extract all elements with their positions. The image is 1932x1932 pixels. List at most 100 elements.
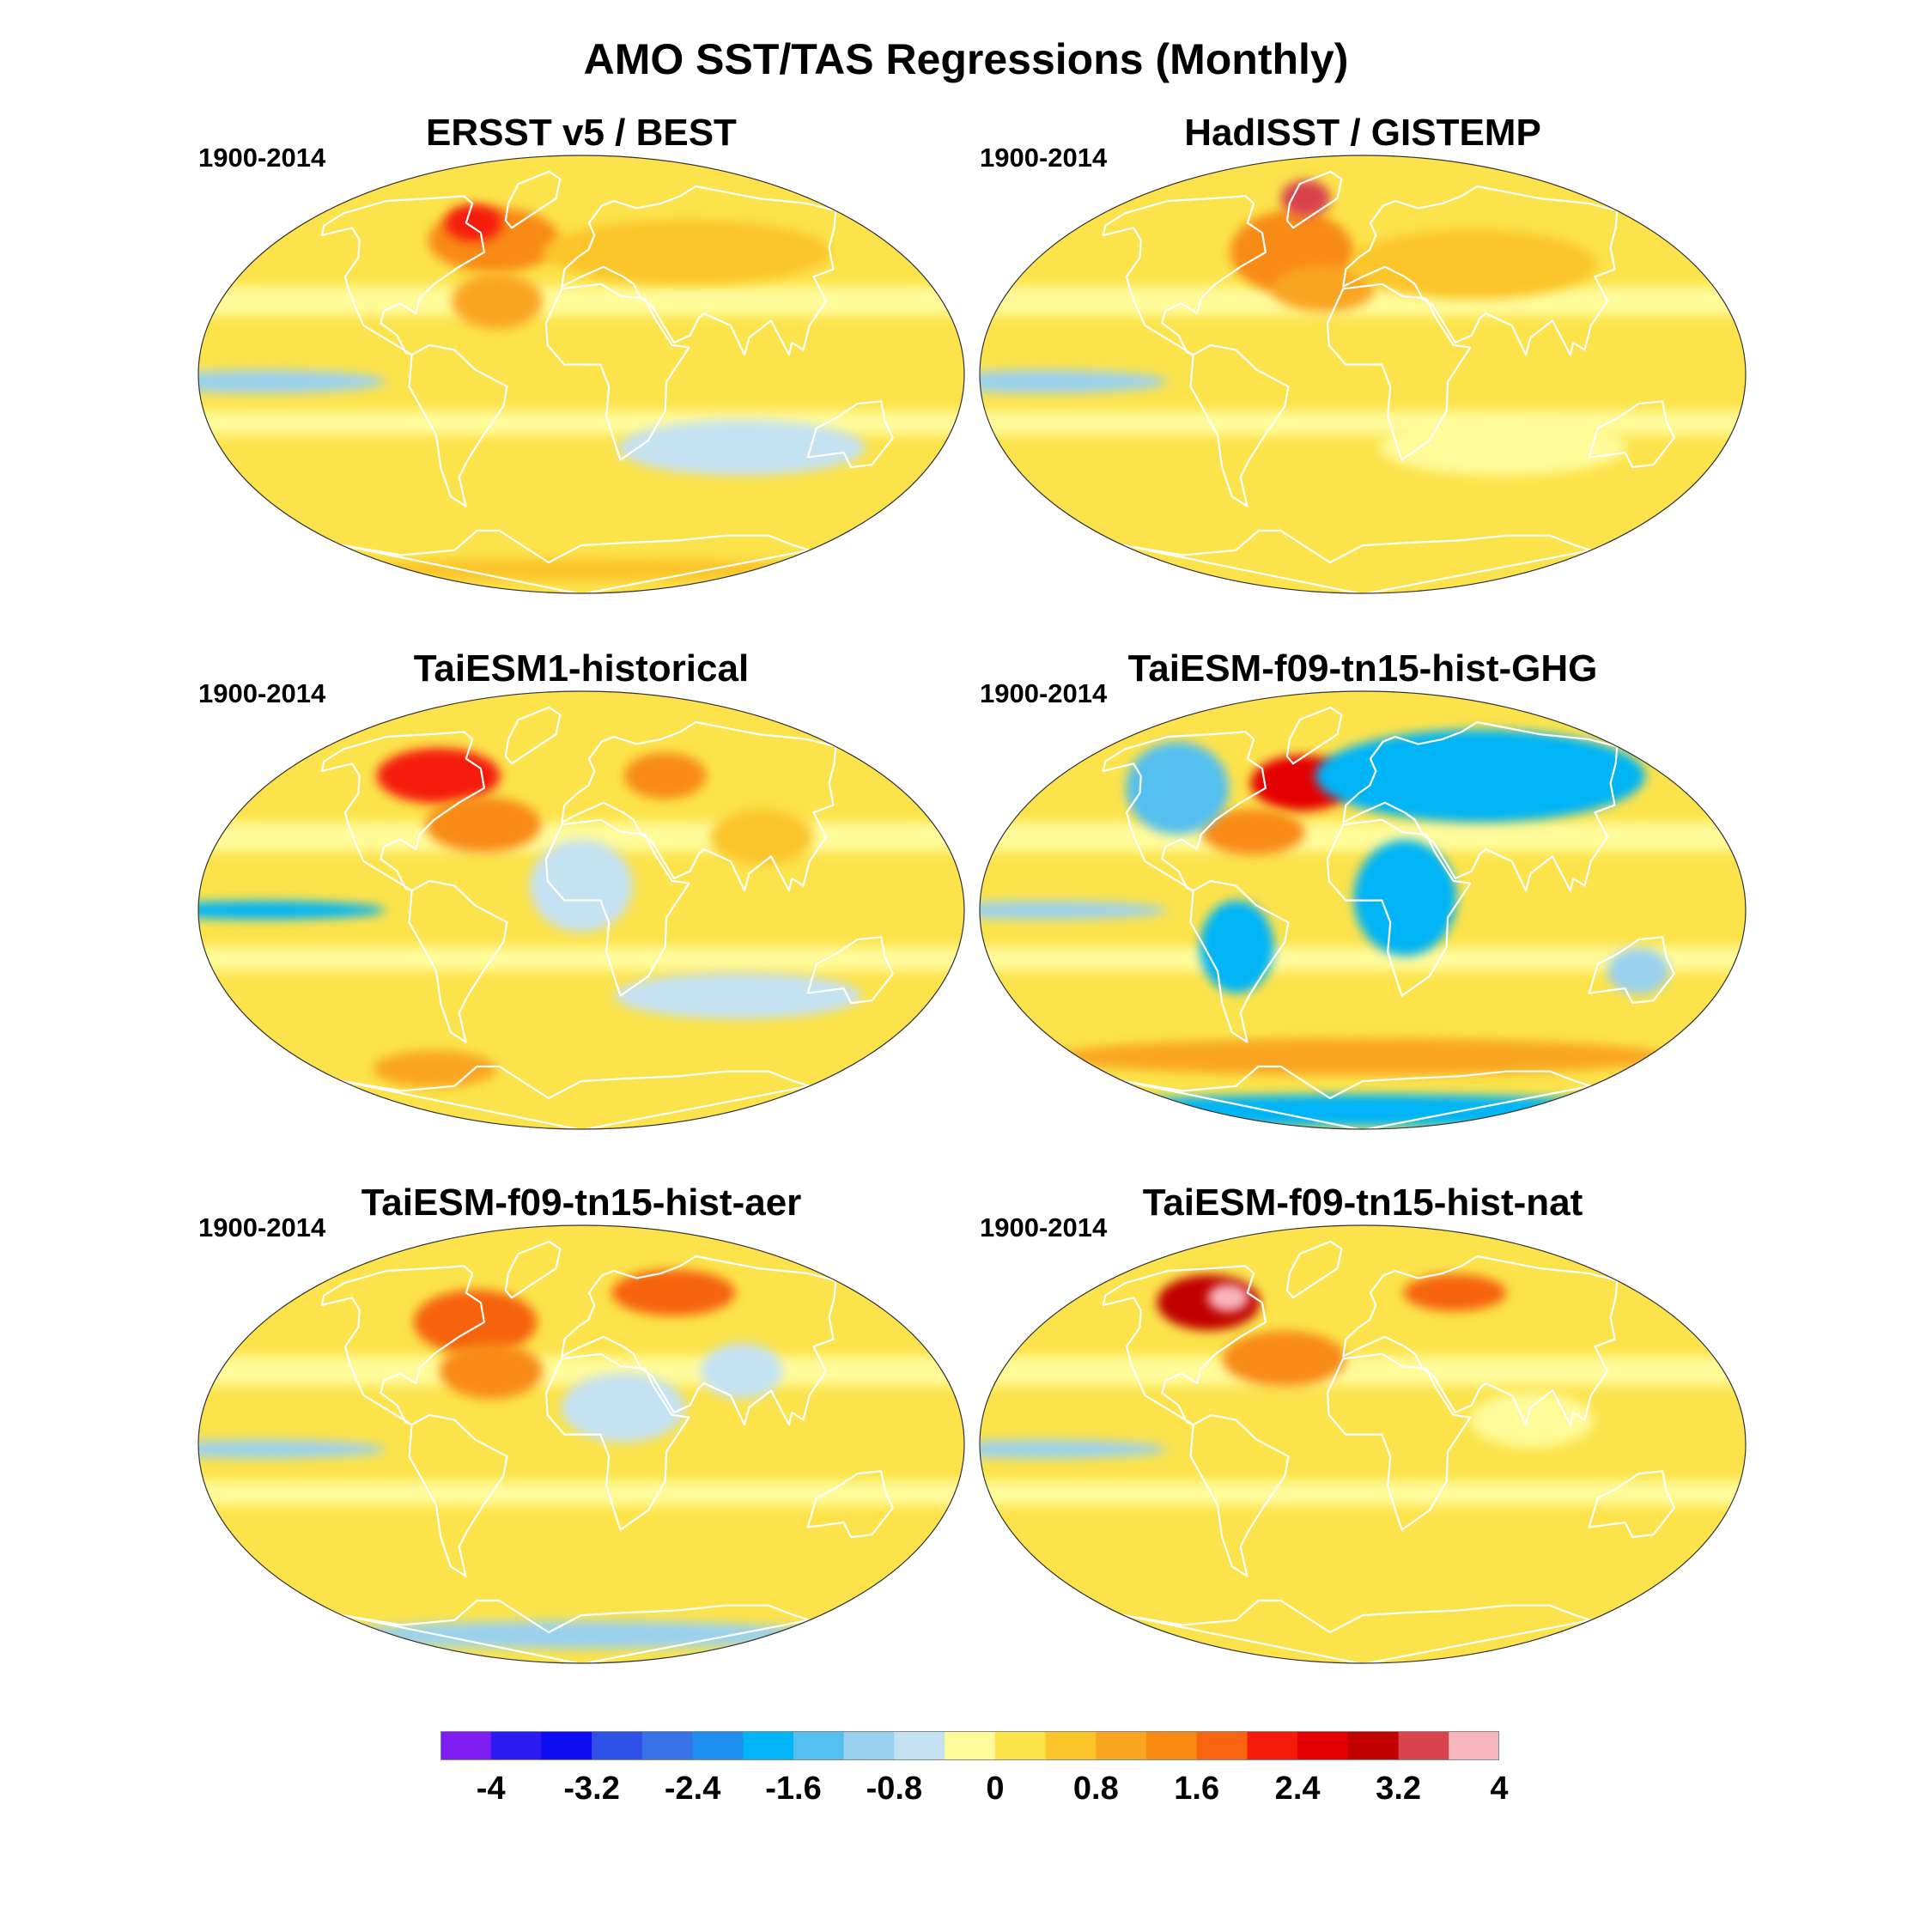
colorbar-segment — [440, 1731, 492, 1760]
anomaly-blob — [700, 1343, 783, 1400]
colorbar-segment — [743, 1731, 794, 1760]
coastline-south-america — [408, 879, 508, 1043]
coastline-antarctica — [1122, 529, 1592, 593]
coastline-south-america — [408, 1413, 508, 1577]
coastline-antarctica — [1122, 1065, 1592, 1129]
coastline-africa — [1326, 283, 1472, 461]
coastline-greenland — [1285, 706, 1343, 765]
panel-ersst-best: ERSST v5 / BEST 1900-2014 — [195, 112, 968, 599]
coastline-eurasia — [561, 720, 837, 892]
anomaly-blob — [1054, 1038, 1672, 1076]
zonal-band — [198, 469, 964, 500]
panel-hist-aer: TaiESM-f09-tn15-hist-aer 1900-2014 — [195, 1182, 968, 1669]
panel-title: TaiESM1-historical — [413, 647, 750, 690]
coastline-africa — [1326, 818, 1472, 997]
anomaly-blob — [1272, 265, 1376, 313]
anomaly-blob — [1200, 900, 1274, 993]
coastline-greenland — [1285, 1240, 1343, 1299]
coastline-australia — [1588, 400, 1675, 469]
panel-period: 1900-2014 — [198, 143, 326, 173]
colorbar-tick-label: 0 — [986, 1771, 1005, 1807]
anomaly-blob — [1349, 229, 1597, 300]
coastline-north-america — [320, 195, 485, 356]
panel-title: TaiESM-f09-tn15-hist-nat — [1142, 1182, 1583, 1224]
anomaly-blob — [1403, 1274, 1507, 1312]
coastline-north-america — [320, 731, 485, 892]
coastline-eurasia — [1342, 720, 1619, 892]
anomaly-blob — [623, 752, 707, 799]
coastline-north-america — [1102, 1265, 1267, 1426]
map-outline — [979, 155, 1747, 594]
anomaly-blob — [980, 901, 1168, 920]
coastline-africa — [544, 1352, 690, 1531]
anomaly-blob — [1607, 948, 1670, 995]
anomaly-blob — [1379, 419, 1627, 476]
colorbar-segment — [541, 1731, 592, 1760]
anomaly-blob — [710, 809, 814, 866]
zonal-band — [198, 1356, 964, 1386]
coastline-eurasia — [1342, 185, 1619, 356]
coastline-greenland — [1285, 170, 1343, 229]
anomaly-blob — [1470, 1392, 1594, 1448]
coastline-greenland — [504, 170, 562, 229]
anomaly-blob — [413, 1290, 538, 1355]
anomaly-blob — [198, 901, 386, 920]
anomaly-blob — [373, 1050, 497, 1088]
coastline-australia — [1588, 1470, 1675, 1539]
colorbar-segment — [843, 1731, 895, 1760]
coastline-antarctica — [341, 529, 811, 593]
coastline-south-america — [1189, 343, 1290, 507]
anomaly-blob — [1280, 179, 1331, 217]
coastline-africa — [544, 818, 690, 997]
anomaly-blob — [561, 1372, 685, 1443]
colorbar-segment — [1449, 1731, 1499, 1760]
colorbar-tick-label: -3.2 — [563, 1771, 620, 1807]
anomaly-blob — [980, 1439, 1168, 1459]
anomaly-blob — [425, 797, 542, 853]
colorbar-segment — [1347, 1731, 1400, 1760]
colorbar-segment — [692, 1731, 744, 1760]
panel-period: 1900-2014 — [198, 678, 326, 708]
colorbar-segment — [1398, 1731, 1449, 1760]
colorbar — [440, 1731, 1499, 1760]
anomaly-blob — [614, 972, 862, 1019]
anomaly-blob — [1222, 1331, 1346, 1387]
anomaly-blob — [1353, 840, 1457, 957]
panel-taiesm1-historical: TaiESM1-historical 1900-2014 — [195, 647, 968, 1135]
coastline-eurasia — [561, 1255, 837, 1426]
anomaly-blob — [445, 204, 503, 242]
anomaly-blob — [1315, 729, 1645, 823]
colorbar-segment — [1146, 1731, 1198, 1760]
colorbar-tick-label: 4 — [1490, 1771, 1509, 1807]
anomaly-blob — [334, 558, 829, 582]
zonal-band — [980, 1356, 1746, 1386]
colorbar-segment — [1247, 1731, 1298, 1760]
zonal-band — [198, 410, 964, 436]
panel-title: TaiESM-f09-tn15-hist-GHG — [1127, 647, 1598, 690]
zonal-band — [198, 1005, 964, 1036]
anomaly-blob — [334, 1620, 829, 1649]
coastline-australia — [1588, 936, 1675, 1005]
coastline-antarctica — [341, 1065, 811, 1129]
map-outline — [979, 690, 1747, 1130]
coastline-antarctica — [1122, 1599, 1592, 1663]
colorbar-segment — [1096, 1731, 1147, 1760]
colorbar-tick-label: 2.4 — [1274, 1771, 1321, 1807]
panel-hadisst-gistemp: HadISST / GISTEMP 1900-2014 — [976, 112, 1749, 599]
zonal-band — [980, 410, 1746, 436]
colorbar-border — [440, 1731, 1499, 1760]
anomaly-blob — [611, 1269, 736, 1316]
panel-hist-ghg: TaiESM-f09-tn15-hist-GHG 1900-2014 — [976, 647, 1749, 1135]
zonal-band — [980, 822, 1746, 852]
anomaly-blob — [439, 1343, 543, 1400]
anomaly-blob — [1126, 741, 1230, 835]
colorbar-tick-label: 0.8 — [1072, 1771, 1119, 1807]
colorbar-segment — [994, 1731, 1047, 1760]
coastline-africa — [544, 283, 690, 461]
colorbar-tick-label: -4 — [476, 1771, 506, 1807]
regression-map — [979, 1224, 1747, 1664]
colorbar-segment — [1196, 1731, 1248, 1760]
panel-period: 1900-2014 — [980, 678, 1108, 708]
regression-map — [197, 1224, 965, 1664]
zonal-band — [980, 1480, 1746, 1506]
